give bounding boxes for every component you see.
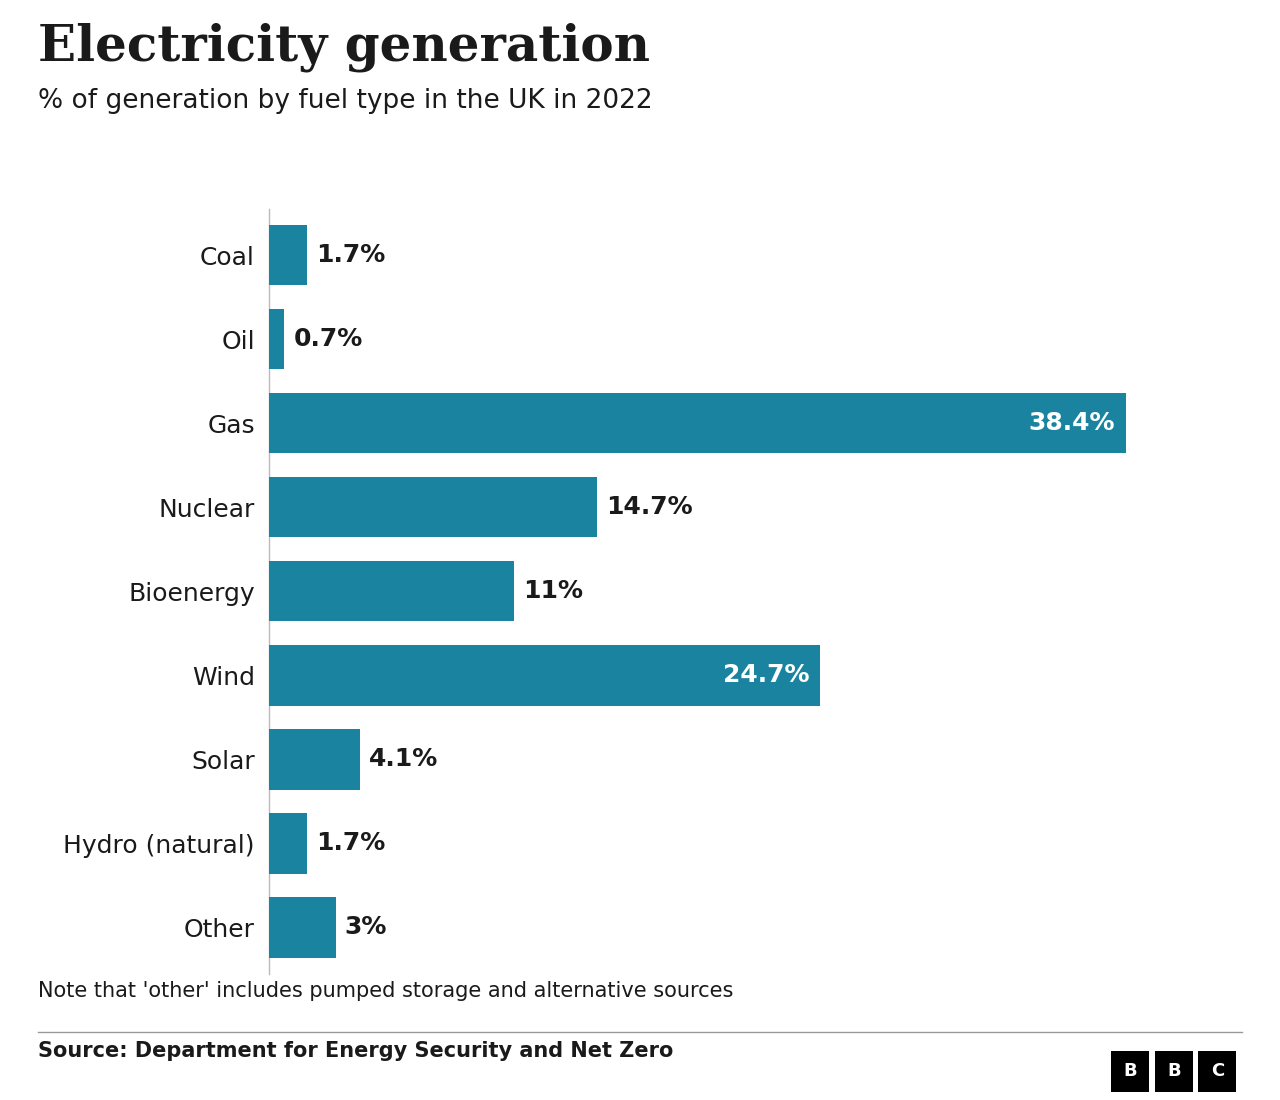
Text: 1.7%: 1.7% [316, 832, 385, 856]
Bar [269, 477, 596, 538]
Bar [269, 729, 361, 790]
Text: B: B [1167, 1063, 1180, 1080]
Bar [269, 898, 335, 957]
Bar [269, 813, 307, 873]
Bar [269, 561, 515, 621]
Text: 3%: 3% [344, 915, 387, 939]
Text: 11%: 11% [524, 580, 584, 603]
Text: 14.7%: 14.7% [605, 495, 692, 519]
Bar [269, 226, 307, 286]
Text: 4.1%: 4.1% [369, 747, 439, 771]
Text: B: B [1124, 1063, 1137, 1080]
Text: 0.7%: 0.7% [293, 327, 362, 351]
Bar [269, 645, 820, 705]
Text: % of generation by fuel type in the UK in 2022: % of generation by fuel type in the UK i… [38, 88, 653, 114]
Bar [269, 309, 284, 370]
Text: 24.7%: 24.7% [723, 663, 809, 688]
Text: 38.4%: 38.4% [1028, 411, 1115, 436]
Bar [269, 393, 1126, 453]
Text: Source: Department for Energy Security and Net Zero: Source: Department for Energy Security a… [38, 1041, 673, 1060]
Text: Electricity generation: Electricity generation [38, 22, 650, 72]
Text: Note that 'other' includes pumped storage and alternative sources: Note that 'other' includes pumped storag… [38, 981, 733, 1001]
Text: 1.7%: 1.7% [316, 243, 385, 267]
Text: C: C [1211, 1063, 1224, 1080]
